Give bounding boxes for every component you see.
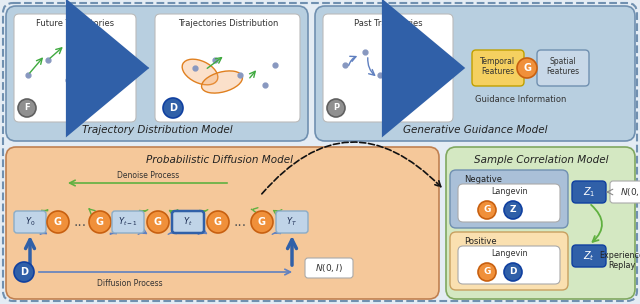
Text: $N(0,I)$: $N(0,I)$ <box>620 186 640 198</box>
Circle shape <box>18 99 36 117</box>
Text: G: G <box>54 217 62 227</box>
Text: Negative: Negative <box>464 174 502 184</box>
Text: G: G <box>258 217 266 227</box>
FancyBboxPatch shape <box>305 258 353 278</box>
Circle shape <box>251 211 273 233</box>
Circle shape <box>327 99 345 117</box>
Text: $Z_t$: $Z_t$ <box>583 249 595 263</box>
FancyBboxPatch shape <box>6 147 439 299</box>
Text: F: F <box>24 103 30 112</box>
Text: G: G <box>154 217 162 227</box>
FancyBboxPatch shape <box>537 50 589 86</box>
Text: Future Trajectories: Future Trajectories <box>36 19 114 27</box>
FancyBboxPatch shape <box>14 211 46 233</box>
Text: Diffusion Process: Diffusion Process <box>97 278 163 288</box>
Text: D: D <box>509 268 516 277</box>
Text: ...: ... <box>234 215 246 229</box>
Circle shape <box>517 58 537 78</box>
Text: Spatial: Spatial <box>550 57 577 65</box>
FancyBboxPatch shape <box>155 14 300 122</box>
Text: Denoise Process: Denoise Process <box>117 171 179 181</box>
Circle shape <box>47 211 69 233</box>
Circle shape <box>504 263 522 281</box>
FancyBboxPatch shape <box>315 6 635 141</box>
Text: Features: Features <box>481 67 515 77</box>
Text: Replay: Replay <box>609 261 636 271</box>
FancyBboxPatch shape <box>450 232 568 290</box>
FancyBboxPatch shape <box>572 181 606 203</box>
FancyBboxPatch shape <box>276 211 308 233</box>
Text: Langevin: Langevin <box>491 250 527 258</box>
Circle shape <box>89 211 111 233</box>
Ellipse shape <box>202 71 243 93</box>
FancyBboxPatch shape <box>3 3 637 301</box>
Text: D: D <box>169 103 177 113</box>
Text: Guidance Information: Guidance Information <box>476 95 566 105</box>
Circle shape <box>504 201 522 219</box>
FancyBboxPatch shape <box>472 50 524 86</box>
Text: Trajectory Distribution Model: Trajectory Distribution Model <box>82 125 232 135</box>
Text: D: D <box>20 267 28 277</box>
Text: Probabilistic Diffusion Model: Probabilistic Diffusion Model <box>147 155 294 165</box>
Text: P: P <box>333 103 339 112</box>
Text: Z: Z <box>509 206 516 215</box>
FancyBboxPatch shape <box>6 6 308 141</box>
Text: Langevin: Langevin <box>491 188 527 196</box>
Text: G: G <box>483 268 491 277</box>
Circle shape <box>478 263 496 281</box>
FancyBboxPatch shape <box>450 170 568 228</box>
Text: $Z_1$: $Z_1$ <box>583 185 595 199</box>
FancyBboxPatch shape <box>112 211 144 233</box>
Text: $Y_0$: $Y_0$ <box>25 216 35 228</box>
Circle shape <box>147 211 169 233</box>
FancyBboxPatch shape <box>323 14 453 122</box>
Circle shape <box>163 98 183 118</box>
Text: $N(0,I)$: $N(0,I)$ <box>315 262 343 274</box>
FancyBboxPatch shape <box>610 181 640 203</box>
Text: Generative Guidance Model: Generative Guidance Model <box>403 125 547 135</box>
Text: Features: Features <box>547 67 580 77</box>
FancyBboxPatch shape <box>458 246 560 284</box>
FancyBboxPatch shape <box>446 147 635 299</box>
FancyBboxPatch shape <box>14 14 136 122</box>
Text: G: G <box>96 217 104 227</box>
Text: G: G <box>214 217 222 227</box>
FancyBboxPatch shape <box>458 184 560 222</box>
Text: G: G <box>523 63 531 73</box>
Text: Sample Correlation Model: Sample Correlation Model <box>474 155 608 165</box>
Circle shape <box>207 211 229 233</box>
Text: Past Trajectories: Past Trajectories <box>354 19 422 27</box>
Text: Positive: Positive <box>464 237 497 246</box>
Text: ...: ... <box>74 215 86 229</box>
Ellipse shape <box>182 59 218 85</box>
Text: $Y_T$: $Y_T$ <box>287 216 298 228</box>
Circle shape <box>14 262 34 282</box>
FancyBboxPatch shape <box>172 211 204 233</box>
Text: $Y_t$: $Y_t$ <box>183 216 193 228</box>
Text: $Y_{t-1}$: $Y_{t-1}$ <box>118 216 138 228</box>
Text: Trajectories Distribution: Trajectories Distribution <box>178 19 278 27</box>
FancyBboxPatch shape <box>572 245 606 267</box>
Text: G: G <box>483 206 491 215</box>
Text: Temporal: Temporal <box>481 57 516 65</box>
Circle shape <box>478 201 496 219</box>
Text: Experience: Experience <box>600 251 640 261</box>
